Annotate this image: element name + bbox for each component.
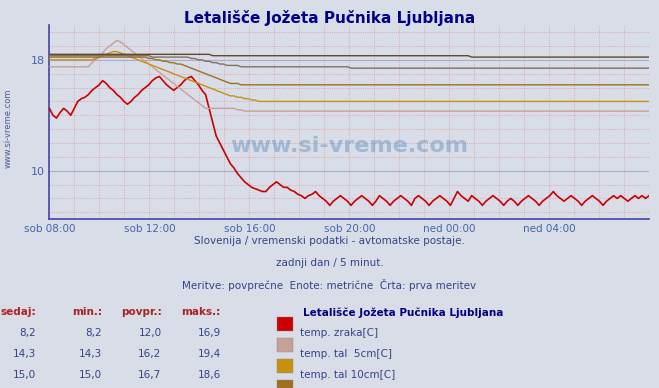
Text: 15,0: 15,0 [79,370,102,380]
Text: zadnji dan / 5 minut.: zadnji dan / 5 minut. [275,258,384,268]
Text: temp. zraka[C]: temp. zraka[C] [300,328,378,338]
Text: povpr.:: povpr.: [121,307,161,317]
Text: Slovenija / vremenski podatki - avtomatske postaje.: Slovenija / vremenski podatki - avtomats… [194,236,465,246]
Text: 16,9: 16,9 [198,328,221,338]
Text: 16,7: 16,7 [138,370,161,380]
Text: min.:: min.: [72,307,102,317]
Text: 14,3: 14,3 [79,349,102,359]
Text: Letališče Jožeta Pučnika Ljubljana: Letališče Jožeta Pučnika Ljubljana [184,10,475,26]
Text: 19,4: 19,4 [198,349,221,359]
Text: 12,0: 12,0 [138,328,161,338]
Text: www.si-vreme.com: www.si-vreme.com [230,135,469,156]
Text: www.si-vreme.com: www.si-vreme.com [3,88,13,168]
Text: Meritve: povprečne  Enote: metrične  Črta: prva meritev: Meritve: povprečne Enote: metrične Črta:… [183,279,476,291]
Text: temp. tal 10cm[C]: temp. tal 10cm[C] [300,370,395,380]
Text: temp. tal  5cm[C]: temp. tal 5cm[C] [300,349,392,359]
Text: 15,0: 15,0 [13,370,36,380]
Text: 14,3: 14,3 [13,349,36,359]
Bar [277,317,293,331]
Text: sedaj:: sedaj: [1,307,36,317]
Bar [277,380,293,388]
Text: 16,2: 16,2 [138,349,161,359]
Bar [277,359,293,373]
Text: 8,2: 8,2 [20,328,36,338]
Text: 8,2: 8,2 [86,328,102,338]
Text: 18,6: 18,6 [198,370,221,380]
Text: maks.:: maks.: [181,307,221,317]
Text: Letališče Jožeta Pučnika Ljubljana: Letališče Jožeta Pučnika Ljubljana [303,307,503,318]
Bar [277,338,293,352]
